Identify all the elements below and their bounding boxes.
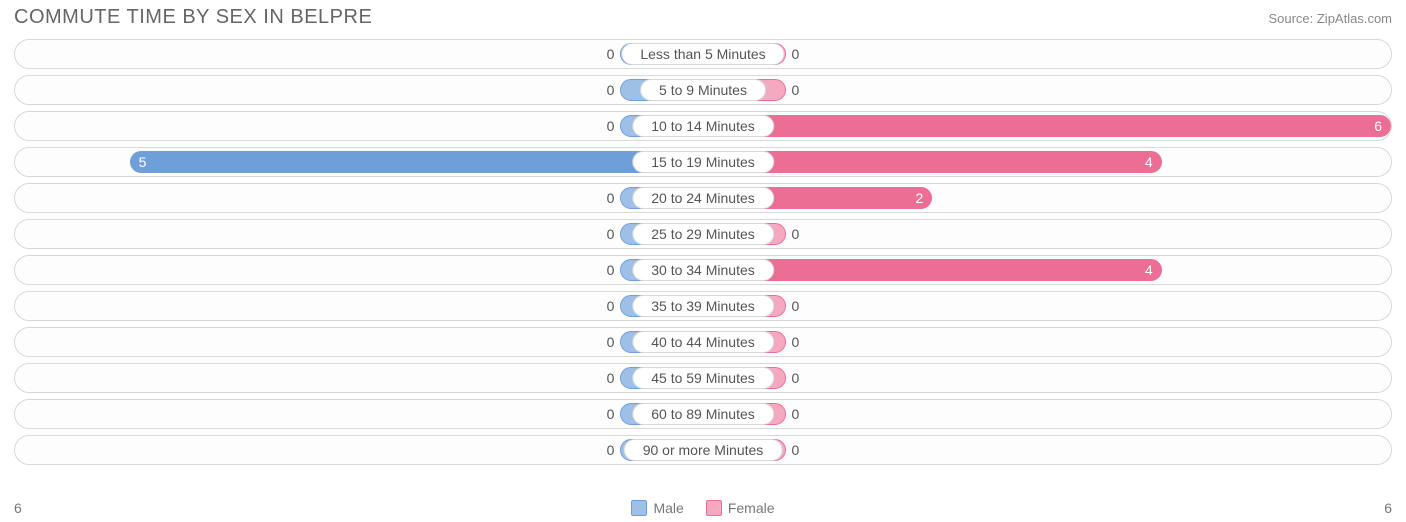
value-male: 0 — [607, 370, 615, 386]
bar-male: 5 — [130, 151, 703, 173]
value-female: 0 — [792, 370, 800, 386]
value-male: 0 — [607, 298, 615, 314]
value-male: 0 — [607, 442, 615, 458]
swatch-icon — [631, 500, 647, 516]
value-female: 0 — [792, 298, 800, 314]
axis-max-left: 6 — [14, 500, 22, 516]
value-female: 4 — [1145, 262, 1153, 278]
category-label: 10 to 14 Minutes — [632, 115, 774, 137]
value-male: 5 — [139, 154, 147, 170]
legend-label-male: Male — [653, 500, 683, 516]
value-female: 0 — [792, 334, 800, 350]
chart-row: 0 0 5 to 9 Minutes — [14, 75, 1392, 105]
category-label: 25 to 29 Minutes — [632, 223, 774, 245]
value-female: 0 — [792, 226, 800, 242]
chart-title: COMMUTE TIME BY SEX IN BELPRE — [14, 6, 372, 29]
category-label: 30 to 34 Minutes — [632, 259, 774, 281]
value-male: 0 — [607, 262, 615, 278]
chart-row: 0 4 30 to 34 Minutes — [14, 255, 1392, 285]
bar-female: 6 — [703, 115, 1391, 137]
chart-row: 0 0 25 to 29 Minutes — [14, 219, 1392, 249]
category-label: 20 to 24 Minutes — [632, 187, 774, 209]
swatch-icon — [706, 500, 722, 516]
value-male: 0 — [607, 190, 615, 206]
value-female: 0 — [792, 406, 800, 422]
value-female: 2 — [916, 190, 924, 206]
chart-row: 0 0 35 to 39 Minutes — [14, 291, 1392, 321]
value-male: 0 — [607, 82, 615, 98]
value-male: 0 — [607, 334, 615, 350]
category-label: 5 to 9 Minutes — [640, 79, 766, 101]
legend-label-female: Female — [728, 500, 775, 516]
category-label: 15 to 19 Minutes — [632, 151, 774, 173]
chart-row: 0 6 10 to 14 Minutes — [14, 111, 1392, 141]
chart-row: 0 2 20 to 24 Minutes — [14, 183, 1392, 213]
chart-row: 0 0 90 or more Minutes — [14, 435, 1392, 465]
value-female: 0 — [792, 46, 800, 62]
value-female: 6 — [1374, 118, 1382, 134]
chart-row: 0 0 60 to 89 Minutes — [14, 399, 1392, 429]
value-male: 0 — [607, 406, 615, 422]
chart-row: 0 0 45 to 59 Minutes — [14, 363, 1392, 393]
value-female: 4 — [1145, 154, 1153, 170]
value-female: 0 — [792, 82, 800, 98]
category-label: 35 to 39 Minutes — [632, 295, 774, 317]
chart-row: 0 0 40 to 44 Minutes — [14, 327, 1392, 357]
chart-row: 5 4 15 to 19 Minutes — [14, 147, 1392, 177]
value-male: 0 — [607, 226, 615, 242]
chart-footer: 6 Male Female 6 — [14, 500, 1392, 516]
value-male: 0 — [607, 118, 615, 134]
category-label: 90 or more Minutes — [624, 439, 783, 461]
category-label: Less than 5 Minutes — [621, 43, 784, 65]
chart-legend: Male Female — [631, 500, 774, 516]
value-male: 0 — [607, 46, 615, 62]
chart-source: Source: ZipAtlas.com — [1268, 11, 1392, 26]
chart-row: 0 0 Less than 5 Minutes — [14, 39, 1392, 69]
axis-max-right: 6 — [1384, 500, 1392, 516]
category-label: 45 to 59 Minutes — [632, 367, 774, 389]
value-female: 0 — [792, 442, 800, 458]
legend-item-male: Male — [631, 500, 683, 516]
category-label: 60 to 89 Minutes — [632, 403, 774, 425]
chart-header: COMMUTE TIME BY SEX IN BELPRE Source: Zi… — [0, 0, 1406, 35]
diverging-bar-chart: 0 0 Less than 5 Minutes 0 0 5 to 9 Minutes 0 6 1… — [0, 35, 1406, 465]
legend-item-female: Female — [706, 500, 775, 516]
category-label: 40 to 44 Minutes — [632, 331, 774, 353]
